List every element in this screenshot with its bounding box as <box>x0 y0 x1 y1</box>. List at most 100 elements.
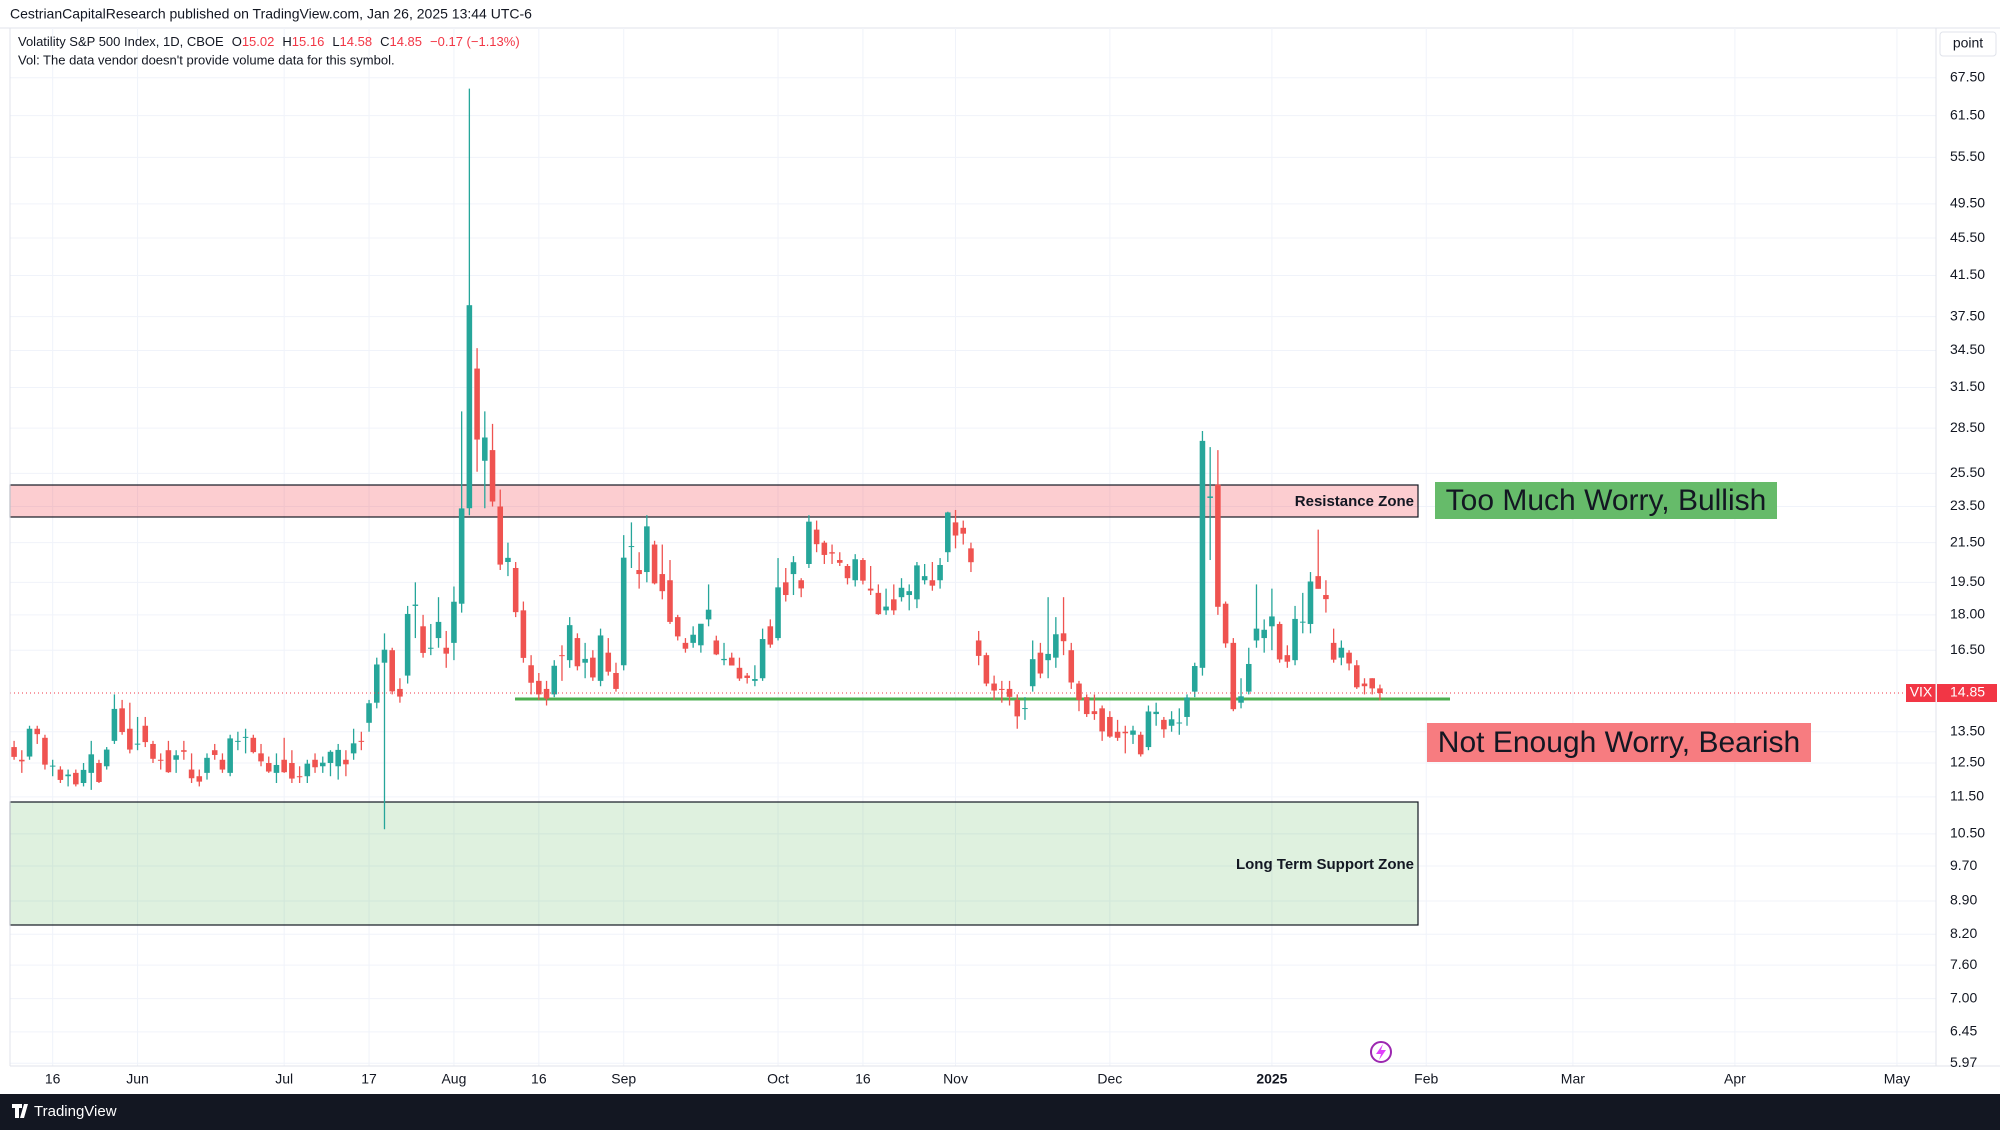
candle-body <box>1330 642 1337 660</box>
candle-body <box>373 664 380 703</box>
candle-body <box>73 772 79 785</box>
candle-body <box>1354 665 1360 688</box>
candle-body <box>404 613 411 676</box>
candle-body <box>798 580 804 589</box>
candle-body <box>1315 576 1321 589</box>
y-tick-label: 7.00 <box>1950 989 1977 1005</box>
candle-body <box>127 728 133 750</box>
x-tick-label: 16 <box>531 1071 547 1087</box>
bearish-label: Not Enough Worry, Bearish <box>1438 726 1800 759</box>
candle-body <box>829 552 835 554</box>
candle-body <box>1137 734 1144 755</box>
legend-line: Volatility S&P 500 Index, 1D, CBOE O15.02… <box>18 34 520 49</box>
footer-logo <box>12 1104 28 1118</box>
candle-body <box>358 740 365 742</box>
candle-body <box>536 680 542 695</box>
candle-body <box>875 592 882 615</box>
candle-body <box>1238 696 1244 703</box>
candle-body <box>1060 633 1067 642</box>
candle-body <box>489 450 496 502</box>
candle-body <box>698 623 704 646</box>
y-tick-label: 10.50 <box>1950 825 1985 841</box>
candle-body <box>304 763 311 777</box>
candle-body <box>204 757 210 773</box>
candle-body <box>1276 623 1283 660</box>
candle-body <box>566 625 573 661</box>
candle-body <box>620 557 627 666</box>
candle-body <box>242 736 249 738</box>
candle-body <box>1199 440 1206 668</box>
candle-body <box>867 588 874 591</box>
y-tick-label: 9.70 <box>1950 857 1977 873</box>
candle-body <box>1107 716 1113 737</box>
candle-body <box>103 749 110 767</box>
resistance-zone <box>9 484 1419 518</box>
candle-body <box>466 305 473 509</box>
x-tick-label: Apr <box>1724 1071 1746 1087</box>
candle-body <box>921 576 928 581</box>
y-tick-label: 21.50 <box>1950 533 1985 549</box>
candle-body <box>813 529 820 545</box>
candle-body <box>590 657 596 678</box>
published-note: CestrianCapitalResearch published on Tra… <box>10 6 532 22</box>
symbol-tag-label: VIX <box>1910 684 1933 700</box>
candle-body <box>759 639 766 679</box>
resistance-label: Resistance Zone <box>1295 493 1414 510</box>
candle-body <box>960 527 967 534</box>
candle-body <box>860 560 866 581</box>
candle-body <box>474 368 480 440</box>
lightning-icon[interactable] <box>1370 1041 1392 1063</box>
candle-body <box>983 655 990 684</box>
candle-body <box>528 665 534 683</box>
candle-body <box>999 688 1005 690</box>
candle-body <box>88 754 95 773</box>
y-tick-label: 67.50 <box>1950 68 1985 84</box>
candle-body <box>1068 650 1075 683</box>
candle-body <box>945 512 951 553</box>
candle-body <box>1215 484 1221 607</box>
candle-body <box>883 606 889 611</box>
candle-body <box>744 675 750 678</box>
y-tick-label: 7.60 <box>1950 956 1977 972</box>
candle-body <box>1176 722 1183 724</box>
candle-body <box>1191 666 1198 692</box>
candle-body <box>551 665 558 695</box>
candle-body <box>1377 688 1383 694</box>
y-tick-label: 12.50 <box>1950 754 1985 770</box>
x-tick-label: Jul <box>275 1071 293 1087</box>
y-tick-label: 31.50 <box>1950 378 1985 394</box>
candle-body <box>782 582 789 596</box>
candle-body <box>682 642 689 649</box>
icon-bolt <box>1376 1044 1386 1060</box>
candle-body <box>605 652 612 672</box>
unit-box[interactable] <box>1939 31 1997 57</box>
candle-body <box>150 743 156 759</box>
candle-body <box>1114 731 1121 738</box>
candle-body <box>1299 621 1306 623</box>
y-tick-label: 6.45 <box>1950 1023 1977 1039</box>
candle-body <box>1338 647 1345 658</box>
candle-body <box>1207 496 1213 498</box>
candle-body <box>327 751 334 764</box>
candle-body <box>713 640 720 655</box>
unit-label: point <box>1953 35 1983 51</box>
price-line: VIX 14.85 <box>10 684 1997 703</box>
candle-body <box>767 626 774 645</box>
x-tick-label: Sep <box>611 1071 636 1087</box>
candle-body <box>543 688 550 699</box>
candle-body <box>1099 708 1105 732</box>
candle-body <box>428 647 434 649</box>
candle-body <box>1361 683 1368 687</box>
icon-ring <box>1370 1041 1392 1063</box>
candle-body <box>1022 708 1028 710</box>
candles <box>11 88 1383 830</box>
y-tick-label: 49.50 <box>1950 195 1985 211</box>
candle-body <box>34 728 41 735</box>
candle-body <box>80 769 87 783</box>
candle-body <box>111 708 118 741</box>
candle-body <box>265 763 272 772</box>
candle-body <box>852 559 858 581</box>
candle-body <box>196 776 203 782</box>
candle-body <box>914 565 920 600</box>
